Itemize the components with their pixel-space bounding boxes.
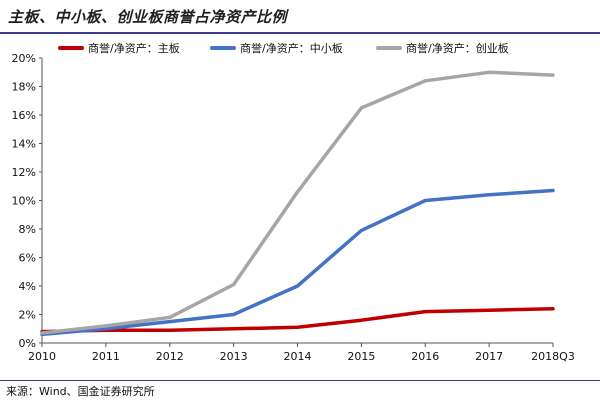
legend-label-1: 商誉/净资产：主板 xyxy=(88,41,180,55)
y-tick-label: 2% xyxy=(19,309,36,322)
y-tick-label: 0% xyxy=(19,337,36,350)
y-tick-labels: 0% 2% 4% 6% 8% 10% 12% 14% 16% 18% 20% xyxy=(12,52,42,350)
source-note: 来源：Wind、国金证券研究所 xyxy=(6,385,155,398)
y-tick-label: 10% xyxy=(12,195,36,208)
x-tick-label: 2014 xyxy=(284,350,312,363)
legend-label-3: 商誉/净资产：创业板 xyxy=(406,41,509,55)
source-divider xyxy=(0,380,600,381)
x-tick-label: 2011 xyxy=(92,350,120,363)
y-tick-label: 8% xyxy=(19,223,36,236)
series-lines xyxy=(40,70,555,337)
y-tick-label: 6% xyxy=(19,252,36,265)
legend: 商誉/净资产：主板 商誉/净资产：中小板 商誉/净资产：创业板 xyxy=(58,41,509,55)
x-tick-label: 2016 xyxy=(411,350,439,363)
x-tick-label: 2012 xyxy=(156,350,184,363)
y-tick-label: 20% xyxy=(12,52,36,65)
x-tick-labels: 2010 2011 2012 2013 2014 2015 2016 2017 2018Q3 xyxy=(28,343,575,363)
x-tick-label: 2013 xyxy=(220,350,248,363)
y-tick-label: 14% xyxy=(12,138,36,151)
y-tick-label: 12% xyxy=(12,166,36,179)
chart-title: 主板、中小板、创业板商誉占净资产比例 xyxy=(8,8,288,26)
x-tick-label: 2015 xyxy=(347,350,375,363)
y-tick-label: 16% xyxy=(12,109,36,122)
x-tick-label: 2010 xyxy=(28,350,56,363)
y-tick-label: 4% xyxy=(19,280,36,293)
x-tick-label: 2017 xyxy=(475,350,503,363)
axes xyxy=(41,58,553,344)
series-line-1 xyxy=(40,307,555,334)
series-line-2 xyxy=(40,188,555,337)
y-tick-label: 18% xyxy=(12,81,36,94)
x-tick-label: 2018Q3 xyxy=(531,350,575,363)
legend-label-2: 商誉/净资产：中小板 xyxy=(240,41,343,55)
title-divider xyxy=(0,32,600,34)
line-chart: 0%2%4%6%8%10%12%14%16%18%20% 2010 2011 201… xyxy=(12,41,575,363)
series-line-3 xyxy=(40,70,555,335)
